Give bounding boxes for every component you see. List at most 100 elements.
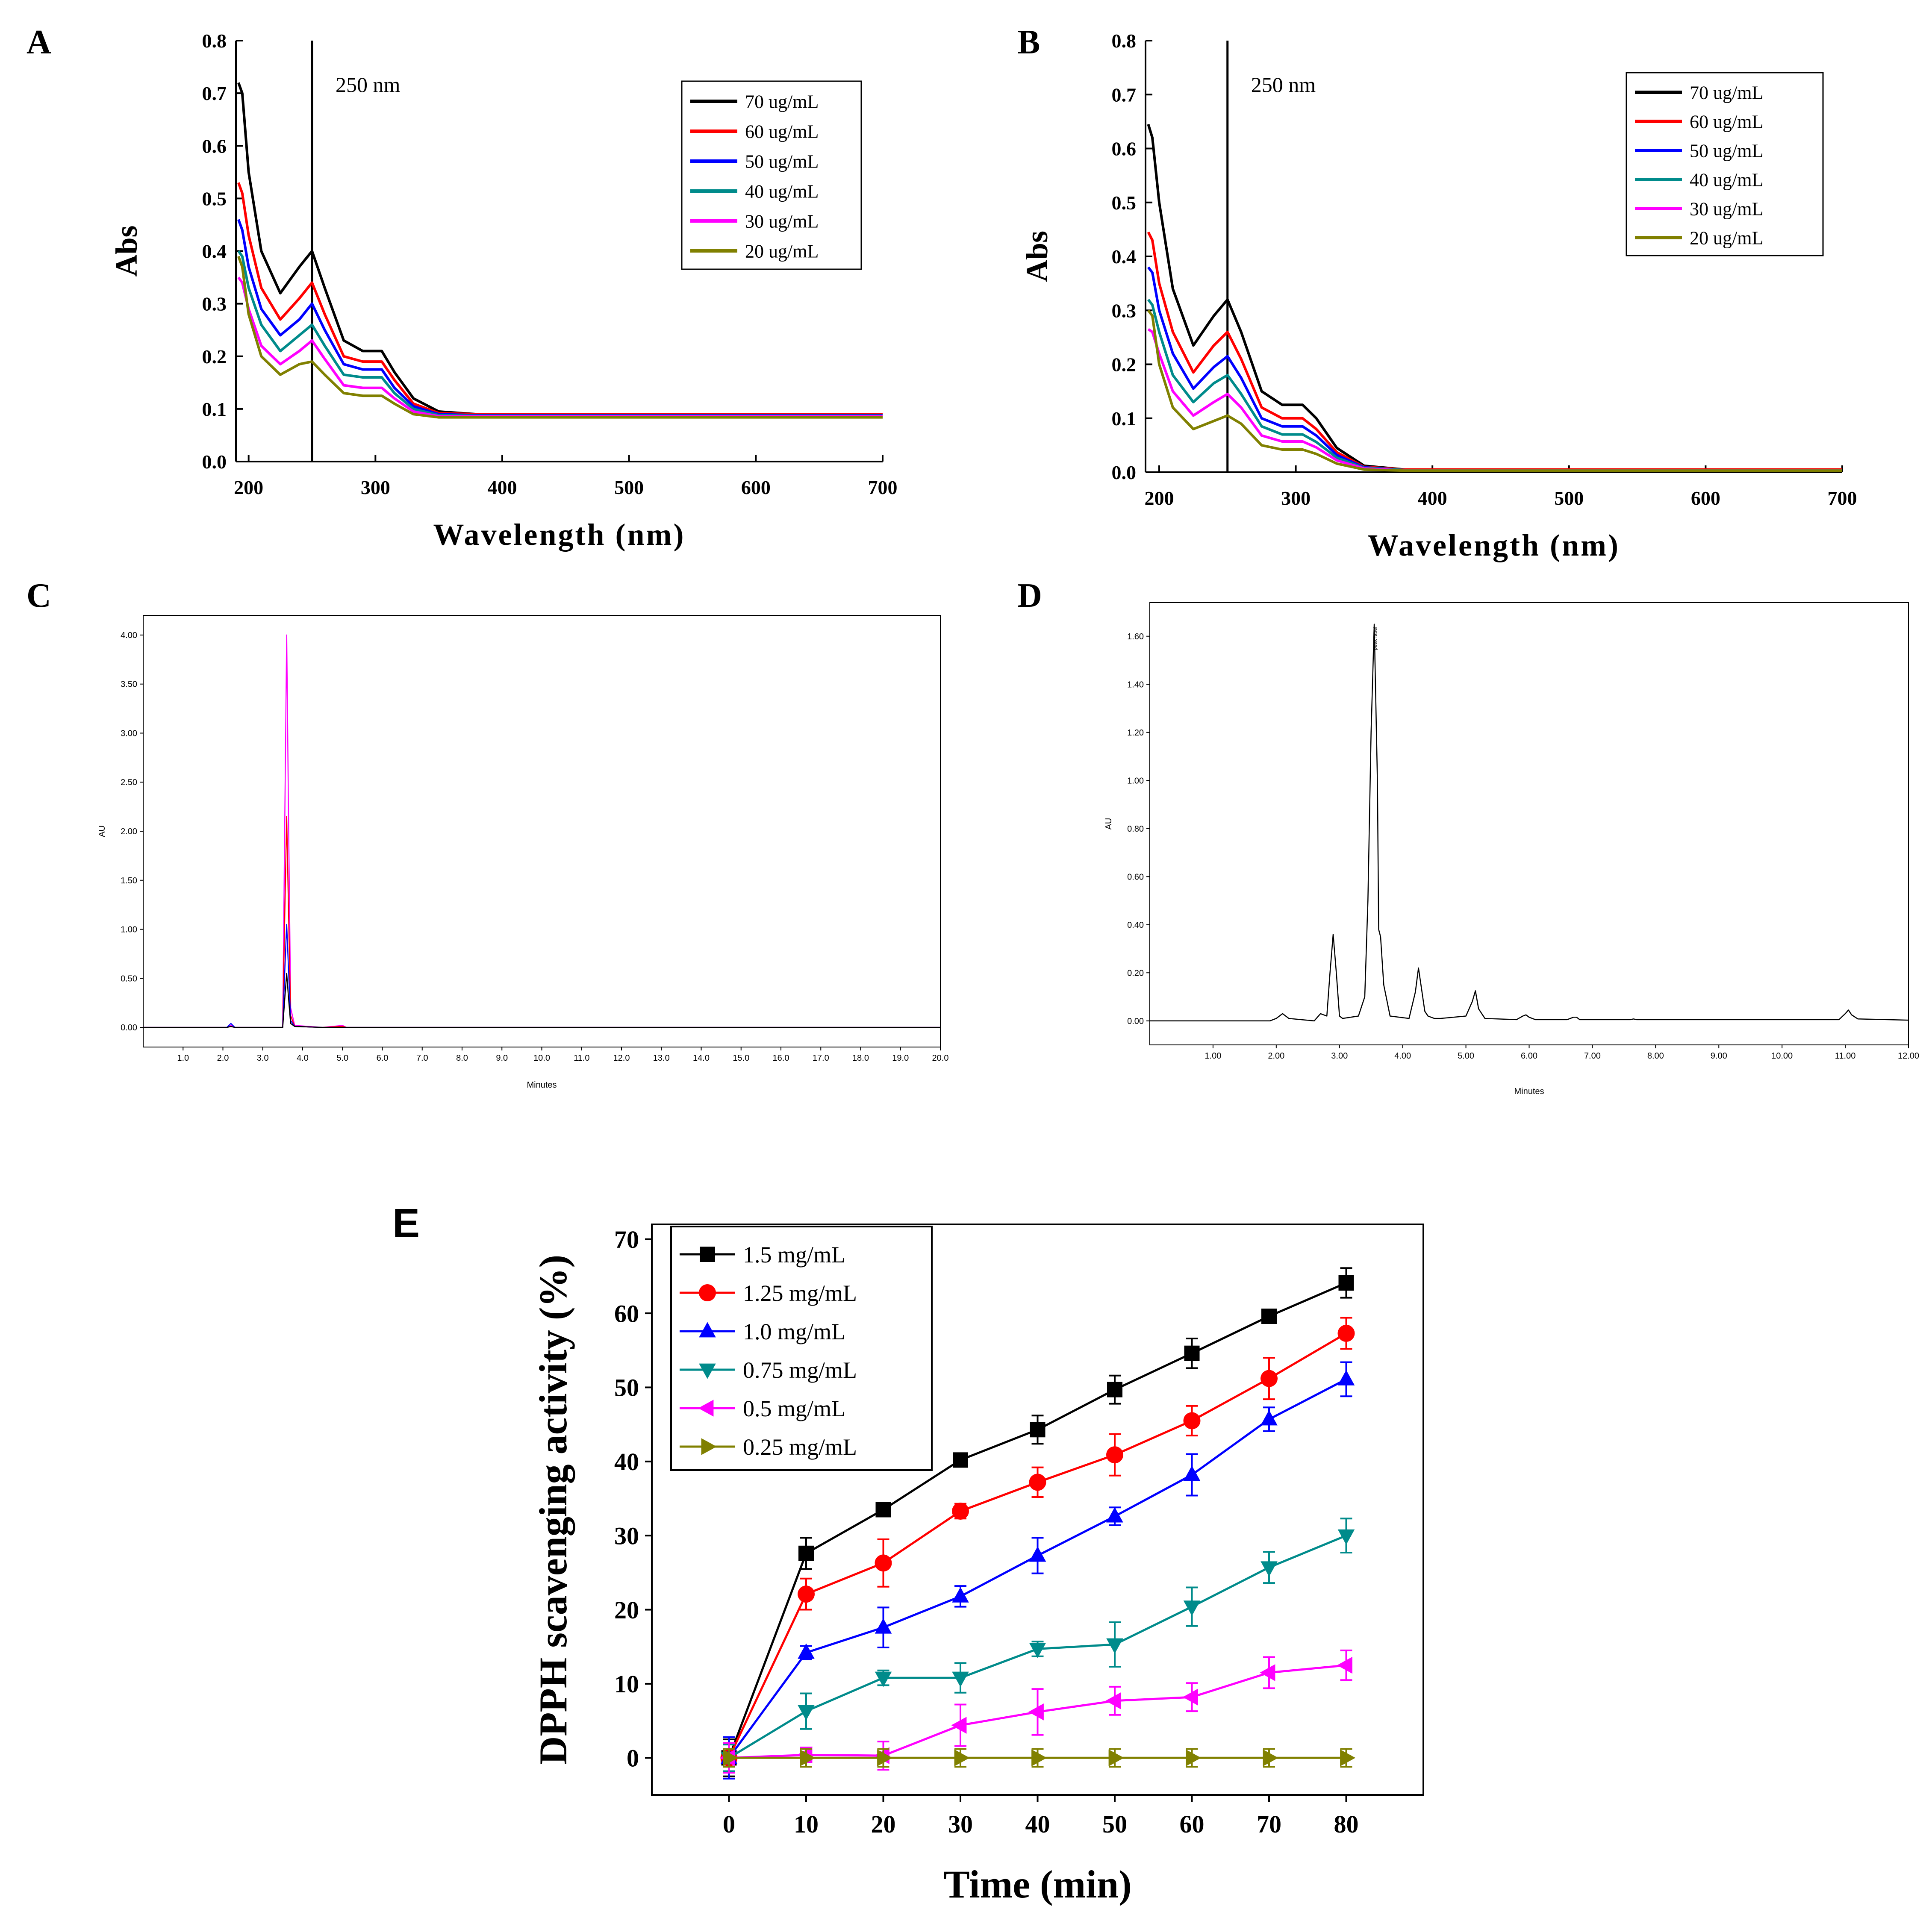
legend-label-a: 30 ug/mL [745, 211, 819, 232]
panel-letter-a: A [27, 24, 51, 61]
x-tick-label-e: 70 [1257, 1810, 1281, 1838]
x-tick-label-a: 500 [614, 477, 644, 498]
y-tick-label-a: 0.2 [202, 346, 227, 368]
x-tick-label-d: 7.00 [1584, 1051, 1601, 1061]
y-axis-label-e: DPPH scavenging activity (%) [531, 1255, 575, 1765]
x-tick-label-c: 1.0 [177, 1053, 189, 1063]
series-line-b-50-ug-ml [1147, 266, 1842, 471]
data-point-1-25-mg-ml [1183, 1412, 1201, 1430]
x-axis-label-b: Wavelength (nm) [1368, 528, 1620, 562]
x-tick-label-d: 3.00 [1331, 1051, 1348, 1061]
y-tick-label-b: 0.7 [1112, 84, 1137, 106]
data-point-1-25-mg-ml [1029, 1474, 1046, 1491]
legend-marker-e [700, 1247, 715, 1262]
data-point-1-0-mg-ml [875, 1618, 892, 1634]
axes-frame-d [1149, 602, 1909, 1045]
y-tick-label-d: 0.00 [1127, 1017, 1144, 1026]
x-tick-label-a: 300 [361, 477, 390, 498]
x-tick-label-d: 2.00 [1268, 1051, 1284, 1061]
data-point-1-5-mg-ml [1261, 1308, 1277, 1324]
x-tick-label-b: 500 [1554, 487, 1584, 509]
x-tick-label-c: 13.0 [653, 1053, 670, 1063]
x-tick-label-c: 16.0 [773, 1053, 789, 1063]
peak-annotation-d: peak label [1372, 627, 1378, 650]
x-axis-label-d: Minutes [1514, 1087, 1544, 1096]
x-tick-label-c: 17.0 [813, 1053, 829, 1063]
legend-label-a: 70 ug/mL [745, 91, 819, 112]
x-axis-label-a: Wavelength (nm) [433, 518, 686, 552]
x-tick-label-e: 50 [1102, 1810, 1127, 1838]
legend-box-a [681, 80, 862, 270]
legend-label-b: 70 ug/mL [1690, 82, 1763, 103]
series-line-c-trace-1 [143, 634, 940, 1028]
x-tick-label-c: 6.0 [377, 1053, 389, 1063]
legend-marker-e [699, 1284, 716, 1301]
x-tick-label-d: 8.00 [1647, 1051, 1664, 1061]
legend-marker-e [701, 1438, 717, 1455]
y-tick-label-c: 2.00 [121, 827, 137, 836]
x-tick-label-a: 700 [868, 477, 898, 498]
data-point-0-25-mg-ml [877, 1749, 893, 1767]
data-point-0-5-mg-ml [1105, 1692, 1121, 1709]
data-point-1-0-mg-ml [1106, 1507, 1123, 1523]
y-tick-label-a: 0.0 [202, 451, 227, 473]
x-tick-label-d: 4.00 [1394, 1051, 1411, 1061]
panel-letter-e: E [392, 1200, 420, 1246]
data-point-0-75-mg-ml [1183, 1600, 1201, 1616]
series-line-c-trace-2 [143, 816, 940, 1028]
legend-label-b: 40 ug/mL [1690, 169, 1763, 190]
data-point-0-75-mg-ml [875, 1671, 892, 1687]
legend-marker-e [699, 1322, 716, 1338]
data-point-1-0-mg-ml [1261, 1410, 1278, 1426]
data-point-0-75-mg-ml [1337, 1529, 1355, 1545]
y-tick-label-c: 3.50 [121, 680, 137, 689]
x-tick-label-c: 5.0 [336, 1053, 348, 1063]
y-tick-label-e: 70 [614, 1226, 639, 1253]
y-tick-label-c: 2.50 [121, 778, 137, 787]
data-point-1-0-mg-ml [798, 1643, 815, 1659]
data-point-1-25-mg-ml [1106, 1446, 1123, 1464]
series-line-d-chromatogram [1150, 624, 1909, 1022]
data-point-1-25-mg-ml [798, 1586, 815, 1603]
y-tick-label-a: 0.4 [202, 241, 227, 262]
reference-line-label-b: 250 nm [1251, 73, 1316, 97]
y-tick-label-c: 1.00 [121, 925, 137, 935]
y-tick-label-d: 0.20 [1127, 968, 1144, 978]
x-tick-label-c: 9.0 [496, 1053, 508, 1063]
x-tick-label-a: 200 [234, 477, 263, 498]
data-point-0-25-mg-ml [723, 1749, 739, 1767]
y-tick-label-d: 0.60 [1127, 872, 1144, 882]
legend-label-e: 0.5 mg/mL [743, 1396, 845, 1421]
x-tick-label-d: 12.00 [1898, 1051, 1919, 1061]
x-tick-label-e: 10 [794, 1810, 819, 1838]
x-tick-label-c: 14.0 [693, 1053, 710, 1063]
y-axis-label-b: Abs [1020, 231, 1054, 282]
data-point-0-5-mg-ml [951, 1717, 967, 1734]
y-tick-label-c: 4.00 [121, 631, 137, 640]
y-tick-label-c: 3.00 [121, 729, 137, 738]
x-tick-label-b: 700 [1828, 487, 1857, 509]
data-point-0-25-mg-ml [954, 1749, 970, 1767]
series-line-c-trace-4 [143, 973, 940, 1028]
y-tick-label-b: 0.8 [1112, 30, 1137, 52]
data-point-0-75-mg-ml [1261, 1561, 1278, 1577]
x-tick-label-c: 4.0 [297, 1053, 309, 1063]
data-point-1-5-mg-ml [1338, 1275, 1354, 1291]
x-tick-label-d: 6.00 [1521, 1051, 1537, 1061]
x-tick-label-e: 20 [871, 1810, 896, 1838]
x-tick-label-e: 0 [723, 1810, 735, 1838]
reference-line-label-a: 250 nm [336, 73, 401, 97]
data-point-1-25-mg-ml [875, 1554, 892, 1572]
legend-label-a: 50 ug/mL [745, 151, 819, 172]
y-tick-label-c: 0.00 [121, 1023, 137, 1033]
y-axis-label-c: AU [97, 825, 107, 837]
y-tick-label-e: 10 [614, 1670, 639, 1698]
series-line-a-40-ug-ml [237, 250, 883, 417]
y-tick-label-b: 0.3 [1112, 300, 1137, 321]
legend-label-e: 0.75 mg/mL [743, 1357, 857, 1383]
y-tick-label-a: 0.7 [202, 82, 227, 104]
series-line-c-trace-3 [143, 924, 940, 1028]
legend-label-e: 1.25 mg/mL [743, 1280, 857, 1306]
y-tick-label-e: 40 [614, 1448, 639, 1476]
y-tick-label-c: 0.50 [121, 974, 137, 983]
